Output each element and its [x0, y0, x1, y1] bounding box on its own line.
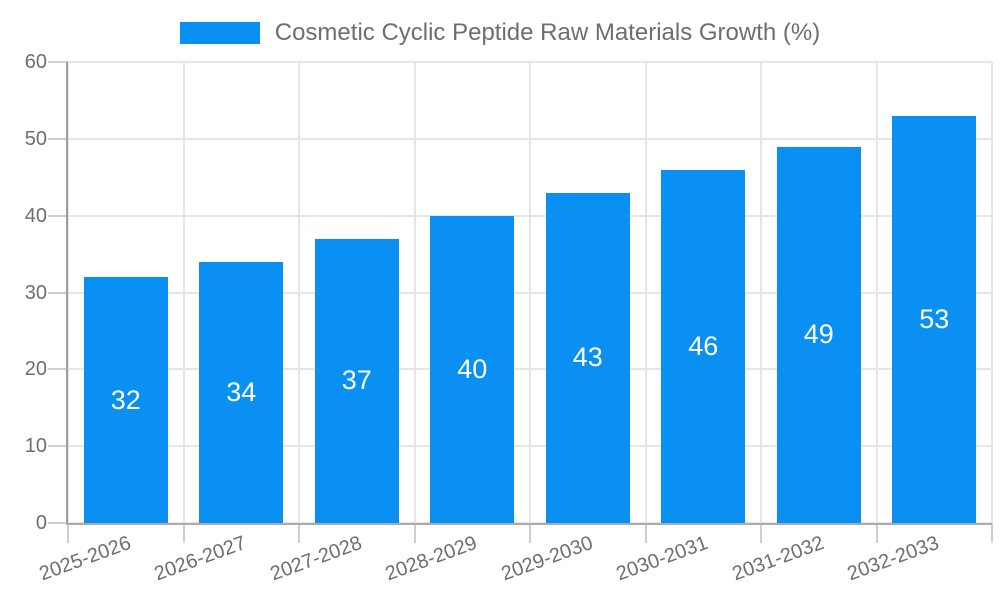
bar-value-label: 46 [688, 330, 719, 361]
y-axis-tick-label: 10 [24, 435, 47, 458]
y-axis-tick-label: 60 [24, 51, 47, 73]
gridline [529, 62, 531, 523]
bar[interactable]: 34 [199, 261, 284, 523]
y-axis-tick-label: 20 [24, 358, 47, 381]
gridline [991, 62, 993, 523]
bar[interactable]: 49 [776, 146, 861, 523]
x-axis-tick [760, 523, 762, 543]
bar-value-label: 34 [226, 376, 257, 407]
legend-swatch [179, 22, 260, 44]
chart-legend[interactable]: Cosmetic Cyclic Peptide Raw Materials Gr… [0, 18, 1000, 48]
bar[interactable]: 37 [314, 238, 399, 523]
x-axis-tick [182, 523, 185, 543]
gridline [182, 62, 185, 523]
bar[interactable]: 46 [661, 169, 746, 523]
y-axis-tick [48, 291, 68, 294]
bar[interactable]: 53 [892, 115, 977, 523]
x-axis-tick [991, 523, 993, 543]
bar-value-label: 32 [110, 384, 141, 415]
x-axis-line [66, 523, 992, 525]
bar-value-label: 40 [457, 353, 488, 384]
legend-label: Cosmetic Cyclic Peptide Raw Materials Gr… [274, 19, 821, 46]
y-axis-tick [48, 137, 68, 140]
x-axis-tick [644, 523, 647, 543]
y-axis-tick-label: 40 [24, 204, 47, 227]
bar[interactable]: 32 [83, 277, 168, 523]
y-axis-tick [48, 445, 68, 448]
gridline [413, 62, 416, 523]
x-axis-tick [67, 523, 69, 543]
y-axis-tick-label: 50 [24, 127, 47, 150]
bar-value-label: 37 [341, 365, 372, 396]
bar[interactable]: 43 [545, 192, 630, 523]
gridline [760, 62, 762, 523]
bar-value-label: 53 [919, 303, 950, 334]
x-axis-tick [413, 523, 416, 543]
bar-value-label: 43 [572, 342, 603, 373]
bar[interactable]: 40 [430, 215, 515, 523]
gridline [875, 62, 878, 523]
gridline [298, 62, 300, 523]
x-axis-tick [875, 523, 878, 543]
y-axis-tick [48, 214, 68, 217]
x-axis-tick [298, 523, 300, 543]
x-axis-tick [529, 523, 531, 543]
bar-value-label: 49 [803, 319, 834, 350]
y-axis-line [66, 62, 68, 523]
y-axis-tick [48, 368, 68, 371]
y-axis-tick-label: 30 [24, 281, 47, 304]
gridline [67, 62, 69, 523]
y-axis-tick [48, 61, 68, 63]
y-axis-tick-label: 0 [35, 512, 47, 534]
gridline [644, 62, 647, 523]
y-axis-tick [48, 522, 68, 524]
